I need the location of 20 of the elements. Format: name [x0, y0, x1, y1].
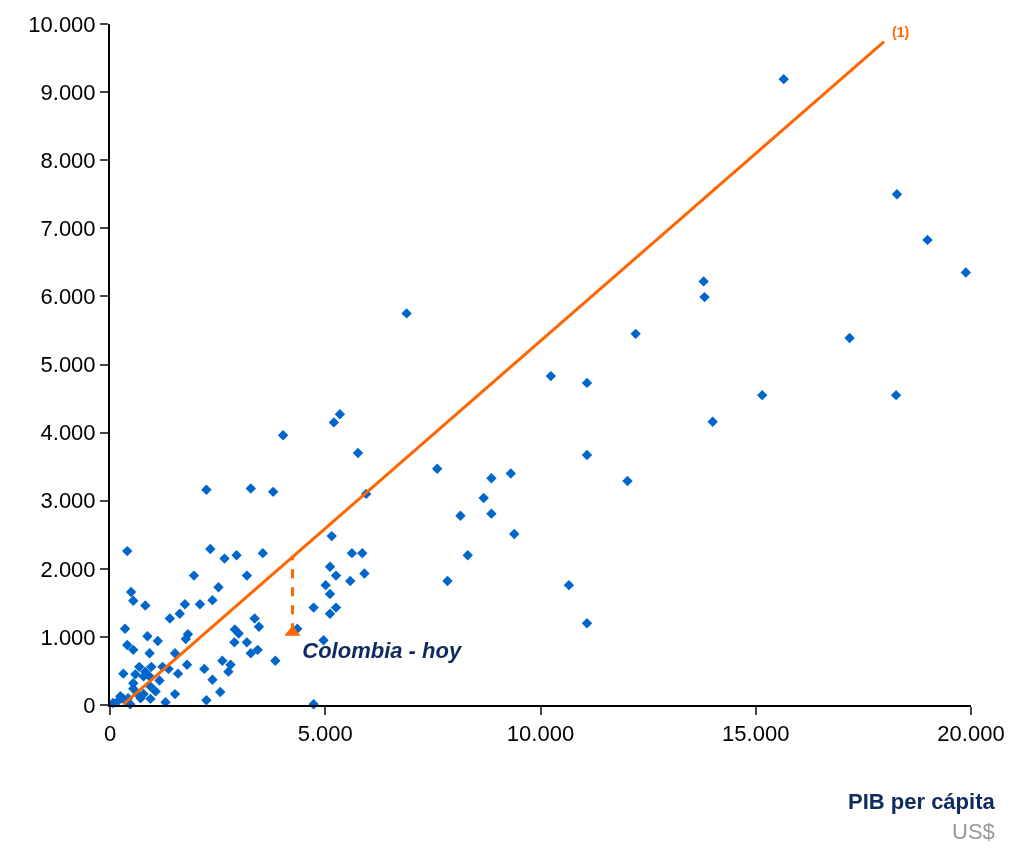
y-tick-label: 10.000 — [28, 11, 96, 37]
x-axis-title: PIB per cápita — [848, 789, 996, 814]
text: US$ — [952, 819, 995, 844]
y-tick-label: 6.000 — [40, 284, 96, 310]
x-tick-label: 20.000 — [937, 721, 1005, 747]
y-tick-label: 8.000 — [40, 147, 96, 173]
series-label: Colombia - hoy — [302, 638, 463, 664]
y-tick-label: 7.000 — [40, 216, 96, 241]
y-tick-label: 4.000 — [40, 420, 96, 446]
x-tick-label: 5.000 — [297, 721, 353, 747]
x-tick-label: 0 — [103, 721, 117, 747]
y-tick-label: 2.000 — [40, 556, 96, 582]
y-tick-label: 9.000 — [40, 79, 96, 105]
x-tick-label: 15.000 — [722, 721, 790, 747]
x-tick-label: 10.000 — [506, 721, 575, 747]
annotation: (1) — [892, 24, 910, 40]
y-tick-label: 0 — [83, 692, 96, 718]
y-tick-label: 3.000 — [40, 488, 96, 514]
y-tick-label: 5.000 — [40, 352, 96, 378]
y-tick-label: 1.000 — [40, 624, 96, 650]
